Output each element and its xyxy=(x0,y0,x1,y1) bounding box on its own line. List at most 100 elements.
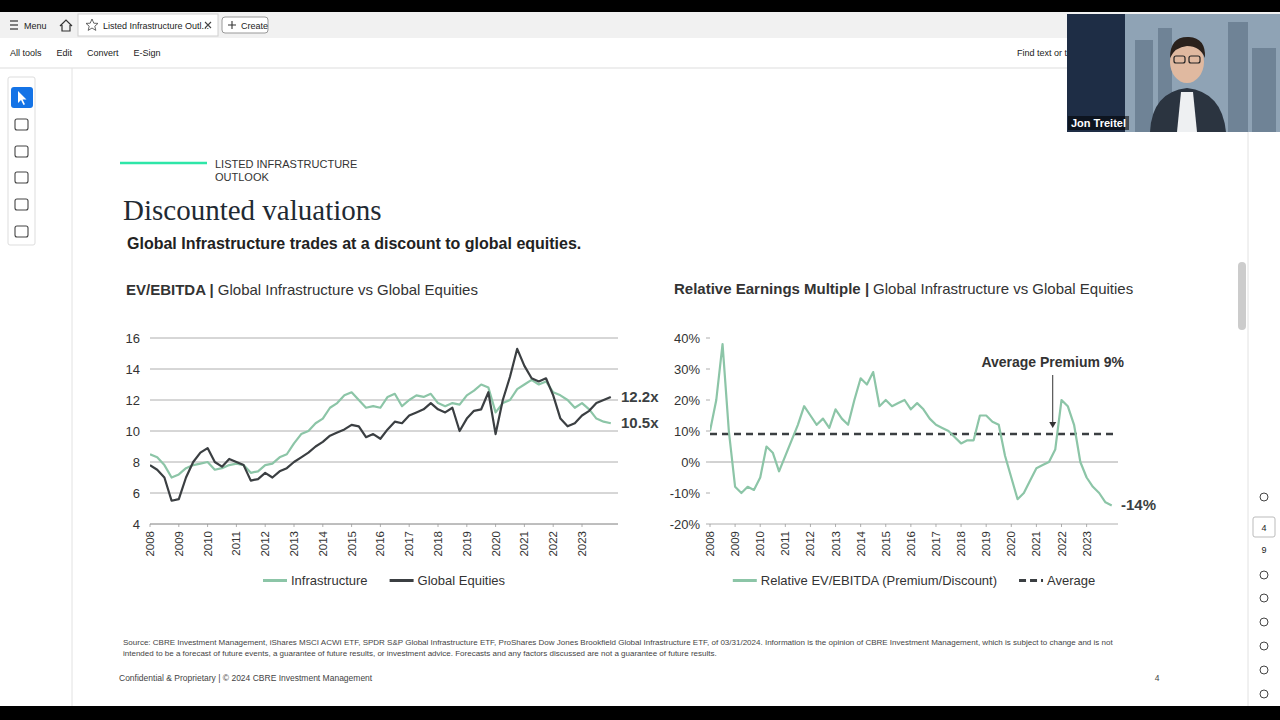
y-tick-label: 40% xyxy=(674,331,700,346)
home-button[interactable] xyxy=(60,20,72,31)
end-label: -14% xyxy=(1121,496,1156,513)
tool-icon[interactable] xyxy=(15,146,28,157)
x-tick-label: 2012 xyxy=(804,531,816,557)
y-tick xyxy=(706,400,710,401)
legend-label: Infrastructure xyxy=(291,573,368,588)
tool-icon[interactable] xyxy=(15,119,28,130)
tool-menu[interactable]: E-Sign xyxy=(134,48,161,58)
presenter-name: Jon Treitel xyxy=(1071,117,1126,129)
y-tick-label: -20% xyxy=(670,517,701,532)
y-tick xyxy=(706,431,710,432)
scrollbar[interactable] xyxy=(1238,262,1246,330)
side-icon[interactable] xyxy=(1260,594,1268,602)
x-tick-label: 2012 xyxy=(259,531,271,557)
series-line xyxy=(150,349,611,501)
jacket xyxy=(1150,88,1226,132)
x-tick-label: 2008 xyxy=(144,531,156,557)
accent-line xyxy=(120,162,207,165)
x-tick-label: 2011 xyxy=(230,531,242,556)
legend-swatch xyxy=(1019,579,1043,582)
x-tick-label: 2018 xyxy=(432,531,444,557)
bottom-strip xyxy=(0,706,1280,720)
tool-icon[interactable] xyxy=(15,199,28,210)
x-tick xyxy=(1061,524,1062,527)
x-tick xyxy=(1011,524,1012,527)
x-tick xyxy=(961,524,962,527)
tab-title[interactable]: Listed Infrastructure Outl... xyxy=(103,21,209,31)
building xyxy=(1135,40,1153,132)
x-tick-label: 2011 xyxy=(779,531,791,556)
x-tick-label: 2014 xyxy=(855,530,867,556)
text-line: intended to be a forecast of future even… xyxy=(123,649,717,658)
right-panel-border xyxy=(1248,132,1249,706)
annotation-arrowhead xyxy=(1049,422,1056,428)
x-tick xyxy=(207,524,208,527)
x-tick-label: 2013 xyxy=(288,531,300,557)
y-tick xyxy=(706,462,710,463)
select-tool[interactable] xyxy=(11,87,33,108)
y-tick-label: 10 xyxy=(126,424,140,439)
y-tick-label: 10% xyxy=(674,424,700,439)
end-label: 12.2x xyxy=(621,388,659,405)
grid-line xyxy=(150,338,618,339)
tool-icon[interactable] xyxy=(15,172,28,183)
text-line: OUTLOOK xyxy=(215,171,269,183)
top-strip xyxy=(0,0,1280,12)
tool-menu[interactable]: Edit xyxy=(57,48,73,58)
menu-button[interactable]: Menu xyxy=(10,21,47,31)
x-tick xyxy=(294,524,295,527)
x-tick xyxy=(735,524,736,527)
end-label: 10.5x xyxy=(621,414,659,431)
grid-line xyxy=(150,431,618,432)
cursor-icon xyxy=(18,91,27,105)
legend-swatch xyxy=(733,579,757,582)
legend: InfrastructureGlobal Equities xyxy=(263,573,506,588)
x-tick xyxy=(1036,524,1037,527)
legend-label: Average xyxy=(1047,573,1095,588)
annotation: Average Premium 9% xyxy=(981,354,1124,370)
menu-icon xyxy=(10,28,18,29)
chart: Relative Earnings Multiple |Global Infra… xyxy=(670,280,1156,588)
side-icon[interactable] xyxy=(1260,690,1268,698)
x-tick-label: 2023 xyxy=(576,531,588,557)
create-button[interactable] xyxy=(222,17,268,33)
x-tick xyxy=(785,524,786,527)
side-icon[interactable] xyxy=(1260,666,1268,674)
x-tick-label: 2009 xyxy=(729,531,741,557)
shirt xyxy=(1177,92,1197,132)
chart-title: Relative Earnings Multiple | xyxy=(674,280,869,297)
side-icon[interactable] xyxy=(1260,618,1268,626)
tab[interactable] xyxy=(78,14,218,36)
backdrop-panel xyxy=(1067,14,1125,132)
hair xyxy=(1170,37,1205,58)
x-tick xyxy=(409,524,410,527)
y-tick-label: -10% xyxy=(670,486,701,501)
source-note: Source: CBRE Investment Management, iSha… xyxy=(123,638,1113,658)
x-tick-label: 2010 xyxy=(754,531,766,557)
create-label[interactable]: Create xyxy=(241,21,268,31)
x-tick xyxy=(986,524,987,527)
x-tick-label: 2023 xyxy=(1081,531,1093,557)
legend-swatch xyxy=(390,579,414,582)
building xyxy=(1228,22,1248,132)
side-icon[interactable] xyxy=(1260,493,1268,501)
building xyxy=(1252,48,1276,132)
page-box[interactable] xyxy=(1253,517,1275,537)
side-icon[interactable] xyxy=(1260,642,1268,650)
menu-label[interactable]: Menu xyxy=(24,21,47,31)
chart-subtitle: Global Infrastructure vs Global Equities xyxy=(873,280,1133,297)
tool-menu[interactable]: Convert xyxy=(87,48,119,58)
side-icon[interactable] xyxy=(1260,571,1268,579)
tool-icon[interactable] xyxy=(15,226,28,237)
name-plate xyxy=(1068,116,1129,130)
chart-subtitle: Global Infrastructure vs Global Equities xyxy=(218,281,478,298)
slide-title: Discounted valuations xyxy=(123,194,382,226)
page: Menu Listed Infrastructure Outl... Create A… xyxy=(0,0,1280,720)
search-box[interactable]: Find text or to xyxy=(1017,48,1072,58)
tab-close[interactable] xyxy=(205,22,211,28)
x-tick xyxy=(351,524,352,527)
x-tick-label: 2009 xyxy=(173,531,185,557)
x-tick xyxy=(935,524,936,527)
tool-menu[interactable]: All tools xyxy=(10,48,42,58)
chart: EV/EBITDA |Global Infrastructure vs Glob… xyxy=(126,281,660,588)
